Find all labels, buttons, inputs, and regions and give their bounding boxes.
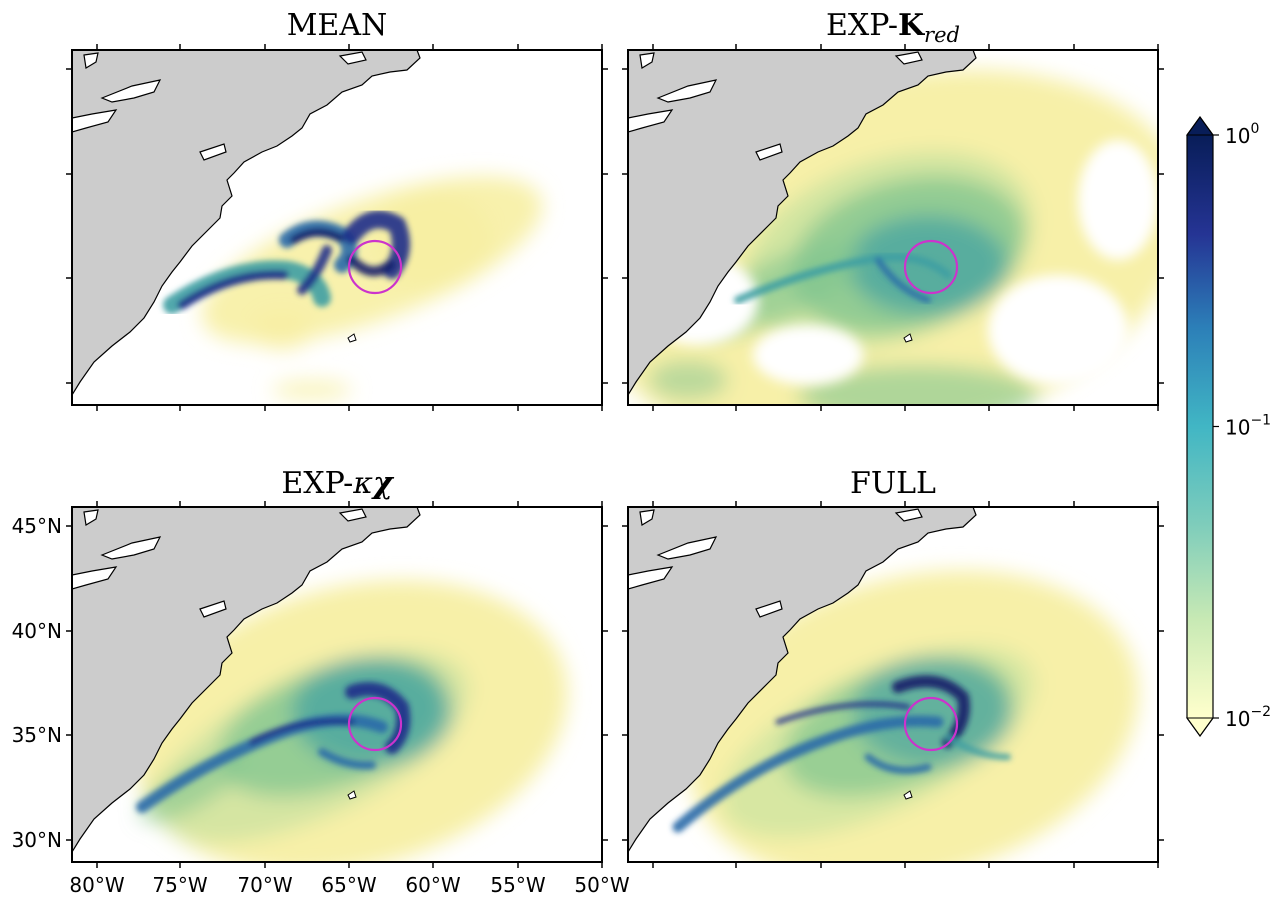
tick-marks (622, 501, 1164, 868)
inland-water (656, 536, 718, 560)
inland-water (639, 509, 655, 526)
inland-water (755, 143, 783, 161)
map-panel-full (627, 506, 1159, 863)
release-circle (903, 239, 959, 295)
inland-water (894, 51, 923, 65)
land-mass (628, 50, 977, 397)
inland-water (72, 109, 118, 133)
lon-tick-label: 70°W (237, 873, 292, 897)
lon-tick-label: 60°W (405, 873, 460, 897)
colorbar: 100 10−1 10−2 (1186, 115, 1271, 738)
tick-marks (66, 44, 608, 411)
tick-marks (66, 501, 608, 868)
island-bermuda (347, 333, 357, 343)
axis-ticks: 45°N 40°N 35°N 30°N 80°W 75°W 70°W 65°W 60°W 55°W… (12, 44, 1164, 897)
lat-tick-label: 45°N (12, 514, 62, 538)
colorbar-tick-label: 10−1 (1225, 413, 1271, 440)
panel-title-exp-kappa-chi: EXP-κχ (281, 466, 395, 501)
inland-water (83, 509, 99, 526)
panel-title-exp-kred: EXP-Kred (826, 8, 960, 47)
release-circle (347, 696, 403, 752)
lat-tick-label: 40°N (12, 619, 62, 643)
inland-water (72, 566, 118, 590)
inland-water (100, 79, 162, 103)
panel-title-mean: MEAN (287, 8, 388, 43)
lon-tick-label: 65°W (321, 873, 376, 897)
inland-water (338, 508, 367, 522)
release-circle (903, 696, 959, 752)
inland-water (628, 566, 674, 590)
inland-water (639, 52, 655, 69)
colorbar-tick-label: 100 (1225, 121, 1259, 148)
lon-tick-label: 75°W (152, 873, 207, 897)
island-bermuda (347, 790, 357, 800)
colorbar-gradient (1187, 135, 1213, 718)
island-bermuda (903, 790, 913, 800)
tracer-field (672, 570, 1139, 862)
lat-tick-label: 35°N (12, 723, 62, 747)
panels-layer (71, 49, 1159, 863)
map-panel-exp-kappa-chi (71, 506, 603, 863)
inland-water (199, 143, 227, 161)
colorbar-extend-min (1186, 717, 1214, 737)
lon-tick-label: 80°W (69, 873, 124, 897)
map-panel-exp-kred (627, 49, 1159, 406)
land-mass (72, 507, 421, 854)
panel-frame (627, 506, 1159, 863)
lat-tick-label: 30°N (12, 828, 62, 852)
colorbar-extend-max (1186, 116, 1214, 136)
map-panel-mean (71, 49, 603, 406)
panel-frame (71, 49, 603, 406)
inland-water (338, 51, 367, 65)
inland-water (755, 600, 783, 618)
panel-title-full: FULL (850, 466, 936, 501)
inland-water (656, 79, 718, 103)
lon-tick-label: 55°W (490, 873, 545, 897)
inland-water (199, 600, 227, 618)
tick-marks (622, 44, 1164, 411)
inland-water (628, 109, 674, 133)
island-bermuda (903, 333, 913, 343)
land-mass (628, 507, 977, 854)
release-circle (347, 239, 403, 295)
lon-tick-label: 50°W (574, 873, 629, 897)
inland-water (894, 508, 923, 522)
inland-water (83, 52, 99, 69)
panel-frame (71, 506, 603, 863)
panel-frame (627, 49, 1159, 406)
tracer-field (136, 580, 568, 862)
inland-water (100, 536, 162, 560)
land-mass (72, 50, 421, 397)
colorbar-tick-label: 10−2 (1225, 704, 1271, 731)
